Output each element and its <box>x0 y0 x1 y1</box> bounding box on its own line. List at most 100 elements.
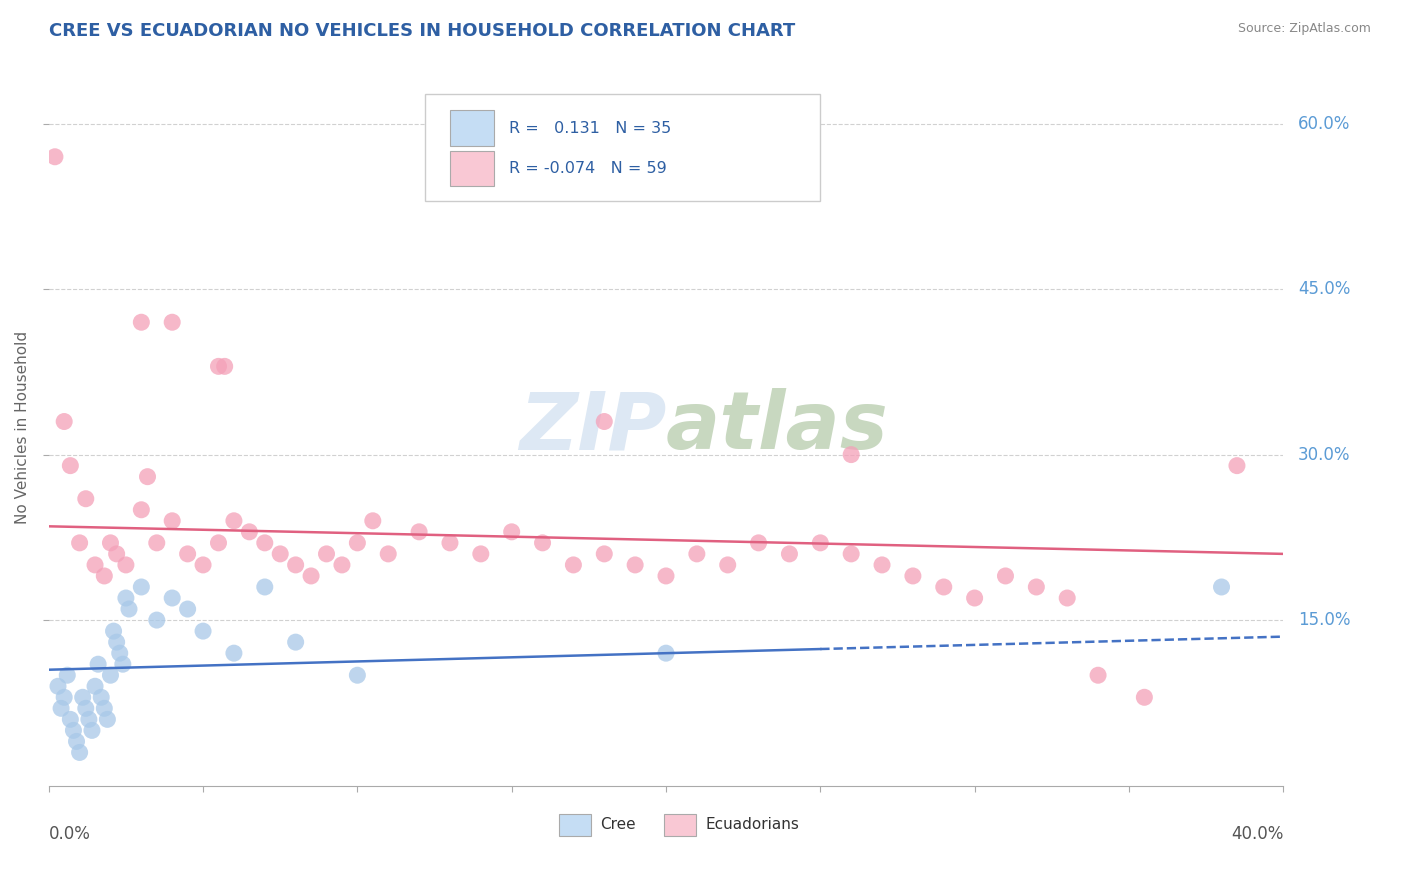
Point <box>131 502 153 516</box>
Point <box>111 657 134 672</box>
Point <box>160 514 183 528</box>
Point <box>1226 458 1249 473</box>
Point <box>470 547 492 561</box>
Point <box>932 580 955 594</box>
Point <box>145 536 167 550</box>
Point <box>269 547 291 561</box>
Point <box>176 547 198 561</box>
Point <box>1133 690 1156 705</box>
Text: R = -0.074   N = 59: R = -0.074 N = 59 <box>509 161 666 177</box>
Point <box>46 679 69 693</box>
Text: Ecuadorians: Ecuadorians <box>706 817 800 832</box>
Point <box>80 723 103 738</box>
Point <box>62 723 84 738</box>
Point <box>748 536 770 550</box>
Text: 30.0%: 30.0% <box>1298 446 1351 464</box>
Point <box>214 359 236 374</box>
Text: CREE VS ECUADORIAN NO VEHICLES IN HOUSEHOLD CORRELATION CHART: CREE VS ECUADORIAN NO VEHICLES IN HOUSEH… <box>49 22 796 40</box>
Point <box>253 536 276 550</box>
Point <box>93 701 115 715</box>
Point <box>593 547 616 561</box>
Point <box>531 536 554 550</box>
Point <box>145 613 167 627</box>
Point <box>191 558 214 572</box>
Point <box>207 536 229 550</box>
Text: 15.0%: 15.0% <box>1298 611 1351 629</box>
Point <box>65 734 87 748</box>
Point <box>75 491 97 506</box>
Point <box>93 569 115 583</box>
Point <box>686 547 709 561</box>
Text: ZIP: ZIP <box>519 388 666 466</box>
Text: atlas: atlas <box>666 388 889 466</box>
Point <box>901 569 924 583</box>
Point <box>839 547 862 561</box>
Point <box>136 469 159 483</box>
Point <box>253 580 276 594</box>
Point <box>103 624 125 639</box>
Text: 0.0%: 0.0% <box>49 825 90 843</box>
Point <box>346 536 368 550</box>
Point <box>90 690 112 705</box>
Point <box>176 602 198 616</box>
Point <box>118 602 141 616</box>
Point <box>222 514 245 528</box>
Point <box>238 524 260 539</box>
Point <box>53 690 76 705</box>
Point <box>100 536 122 550</box>
Point <box>593 415 616 429</box>
Point <box>655 646 678 660</box>
Point <box>655 569 678 583</box>
Point <box>69 746 91 760</box>
FancyBboxPatch shape <box>425 94 820 202</box>
Text: Cree: Cree <box>600 817 636 832</box>
Point <box>108 646 131 660</box>
Point <box>346 668 368 682</box>
Point <box>1211 580 1233 594</box>
Point <box>501 524 523 539</box>
Point <box>160 591 183 605</box>
Point <box>115 558 138 572</box>
Point <box>963 591 986 605</box>
Point <box>105 635 128 649</box>
Text: 40.0%: 40.0% <box>1230 825 1284 843</box>
Point <box>562 558 585 572</box>
Point <box>56 668 79 682</box>
Point <box>778 547 800 561</box>
Text: 45.0%: 45.0% <box>1298 280 1350 298</box>
Point <box>44 150 66 164</box>
Point <box>96 712 118 726</box>
Point <box>77 712 100 726</box>
Point <box>53 415 76 429</box>
Point <box>839 448 862 462</box>
Point <box>377 547 399 561</box>
Text: R =   0.131   N = 35: R = 0.131 N = 35 <box>509 120 672 136</box>
Point <box>315 547 337 561</box>
Point <box>72 690 94 705</box>
Point <box>808 536 831 550</box>
FancyBboxPatch shape <box>558 814 591 837</box>
Point <box>299 569 322 583</box>
Point <box>1056 591 1078 605</box>
Point <box>59 458 82 473</box>
Point <box>75 701 97 715</box>
Point <box>160 315 183 329</box>
Point <box>100 668 122 682</box>
Point <box>439 536 461 550</box>
Point <box>408 524 430 539</box>
Point <box>131 580 153 594</box>
FancyBboxPatch shape <box>664 814 696 837</box>
Point <box>87 657 110 672</box>
Point <box>207 359 229 374</box>
Point <box>84 679 107 693</box>
Point <box>284 635 307 649</box>
Point <box>59 712 82 726</box>
Point <box>361 514 384 528</box>
Point <box>49 701 72 715</box>
Point <box>191 624 214 639</box>
Point <box>69 536 91 550</box>
Point <box>105 547 128 561</box>
Point <box>131 315 153 329</box>
Point <box>624 558 647 572</box>
Point <box>330 558 353 572</box>
